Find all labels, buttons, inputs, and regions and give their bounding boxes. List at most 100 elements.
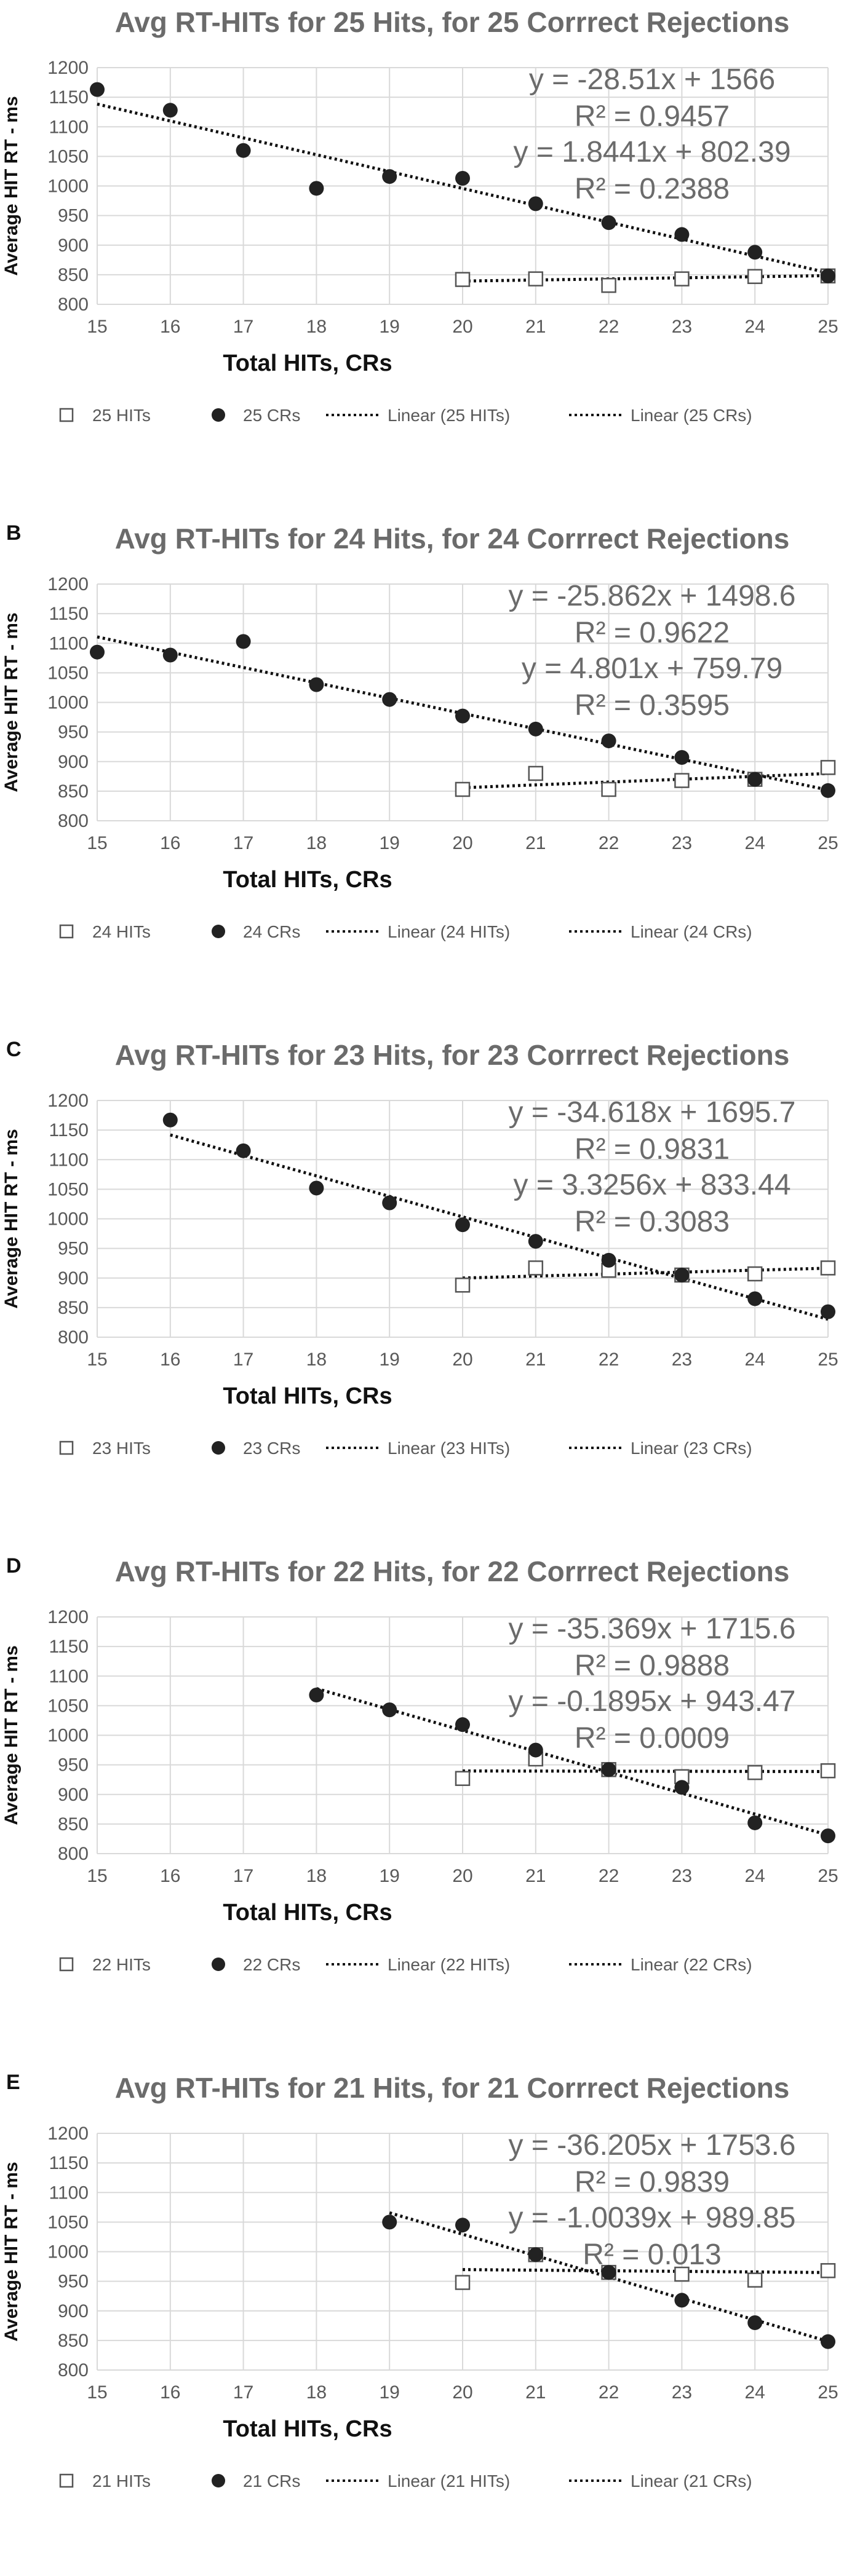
legend-label: Linear (24 CRs)	[631, 922, 752, 941]
data-point-crs	[674, 1780, 690, 1795]
legend-label: 25 HITs	[92, 406, 151, 425]
x-tick-label: 15	[87, 2382, 107, 2403]
y-tick-label: 1150	[49, 1120, 89, 1140]
chart-svg: Avg RT-HITs for 21 Hits, for 21 Corrrect…	[1, 2072, 838, 2491]
y-tick-label: 1200	[47, 1091, 89, 1111]
trendline-equation-hits: y = -1.0039x + 989.85	[508, 2202, 795, 2234]
data-point-hits	[455, 1278, 471, 1293]
trendline-hits	[462, 772, 829, 789]
data-point-hits	[747, 269, 763, 285]
x-tick-label: 19	[380, 2382, 400, 2403]
legend: 25 HITs 25 CRs Linear (25 HITs) Linear (25 …	[59, 406, 752, 425]
x-tick-label: 16	[160, 1349, 180, 1370]
x-tick-label: 23	[672, 833, 692, 853]
chart-title: Avg RT-HITs for 24 Hits, for 24 Corrrect…	[115, 523, 790, 555]
x-tick-label: 17	[233, 2382, 253, 2403]
legend-label: Linear (22 CRs)	[631, 1955, 752, 1974]
data-point-crs	[162, 1112, 178, 1128]
x-tick-label: 21	[525, 2382, 546, 2403]
y-tick-label: 800	[58, 1327, 89, 1348]
data-point-crs	[601, 1762, 616, 1777]
trendline-r2-hits: R² = 0.0009	[575, 1722, 730, 1755]
legend-marker-hits	[59, 408, 74, 422]
y-tick-label: 1100	[49, 1666, 89, 1686]
x-tick-label: 22	[599, 1349, 619, 1370]
x-tick-label: 19	[380, 833, 400, 853]
data-point-crs	[674, 1267, 690, 1282]
data-point-crs	[90, 644, 105, 660]
trendline-r2-hits: R² = 0.3083	[575, 1206, 730, 1238]
y-tick-label: 1200	[47, 2124, 89, 2144]
data-point-crs	[236, 143, 251, 158]
trendline-r2-crs: R² = 0.9622	[575, 617, 730, 649]
x-tick-label: 16	[160, 833, 180, 853]
x-tick-label: 25	[818, 1349, 838, 1370]
y-tick-label: 850	[58, 781, 89, 802]
y-axis-label: Average HIT RT - ms	[1, 1129, 22, 1308]
x-tick-label: 15	[87, 317, 107, 337]
data-point-crs	[162, 103, 178, 118]
data-point-crs	[747, 1291, 763, 1306]
y-tick-label: 850	[58, 265, 89, 285]
trendline-equation-hits: y = 3.3256x + 833.44	[513, 1169, 790, 1201]
y-tick-label: 1200	[47, 1607, 89, 1627]
trendline-r2-hits: R² = 0.013	[583, 2238, 721, 2271]
x-tick-label: 24	[745, 1866, 765, 1886]
x-tick-label: 20	[452, 317, 472, 337]
x-tick-label: 18	[306, 1866, 327, 1886]
y-tick-label: 800	[58, 811, 89, 831]
data-point-hits	[455, 781, 471, 797]
x-axis-label: Total HITs, CRs	[223, 2416, 392, 2442]
x-tick-label: 17	[233, 1866, 253, 1886]
legend-label: Linear (25 HITs)	[388, 406, 510, 425]
data-point-crs	[309, 1180, 324, 1196]
chart-panel-c: C Avg RT-HITs for 23 Hits, for 23 Corrre…	[0, 1033, 844, 1549]
legend-label: Linear (21 HITs)	[388, 2471, 510, 2491]
data-point-crs	[236, 634, 251, 649]
y-tick-label: 950	[58, 206, 89, 226]
trendline-equation-crs: y = -34.618x + 1695.7	[508, 1096, 795, 1129]
x-tick-label: 17	[233, 1349, 253, 1370]
x-tick-label: 18	[306, 2382, 327, 2403]
legend-label: 24 HITs	[92, 922, 151, 941]
chart-svg: Avg RT-HITs for 24 Hits, for 24 Corrrect…	[1, 523, 838, 941]
y-tick-label: 900	[58, 1268, 89, 1289]
trendline-r2-hits: R² = 0.2388	[575, 173, 730, 205]
legend-label: 25 CRs	[243, 406, 300, 425]
x-tick-label: 17	[233, 317, 253, 337]
data-point-crs	[382, 2214, 397, 2230]
data-point-hits	[455, 2275, 471, 2290]
legend-label: 21 HITs	[92, 2471, 151, 2491]
chart-title: Avg RT-HITs for 21 Hits, for 21 Corrrect…	[115, 2072, 790, 2104]
x-tick-label: 19	[380, 1349, 400, 1370]
y-tick-label: 1000	[47, 1209, 89, 1230]
y-tick-label: 950	[58, 1755, 89, 1776]
legend-marker-hits	[59, 2473, 74, 2488]
x-tick-label: 21	[525, 1349, 546, 1370]
data-point-crs	[528, 2247, 543, 2262]
x-tick-label: 25	[818, 2382, 838, 2403]
x-axis-label: Total HITs, CRs	[223, 1383, 392, 1409]
data-point-crs	[528, 1742, 543, 1758]
data-point-crs	[90, 82, 105, 97]
data-point-hits	[528, 765, 544, 781]
legend-label: Linear (23 HITs)	[388, 1439, 510, 1458]
trendline-equation-crs: y = -36.205x + 1753.6	[508, 2129, 795, 2162]
legend-marker-crs	[212, 925, 225, 938]
chart-panel-b: B Avg RT-HITs for 24 Hits, for 24 Corrre…	[0, 516, 844, 1033]
data-point-crs	[601, 1252, 616, 1268]
data-point-hits	[601, 277, 616, 293]
data-point-crs	[747, 2315, 763, 2330]
x-axis-label: Total HITs, CRs	[223, 350, 392, 376]
trendline-hits	[462, 2268, 829, 2274]
trendline-r2-crs: R² = 0.9457	[575, 100, 730, 133]
x-tick-label: 20	[452, 1866, 472, 1886]
data-point-hits	[674, 271, 690, 286]
chart-panel-e: E Avg RT-HITs for 21 Hits, for 21 Corrre…	[0, 2066, 844, 2576]
x-tick-label: 20	[452, 833, 472, 853]
trendline-hits	[462, 1769, 829, 1773]
legend-label: 23 HITs	[92, 1439, 151, 1458]
y-tick-label: 1200	[47, 574, 89, 595]
data-point-crs	[382, 692, 397, 707]
y-tick-label: 1150	[49, 2153, 89, 2173]
